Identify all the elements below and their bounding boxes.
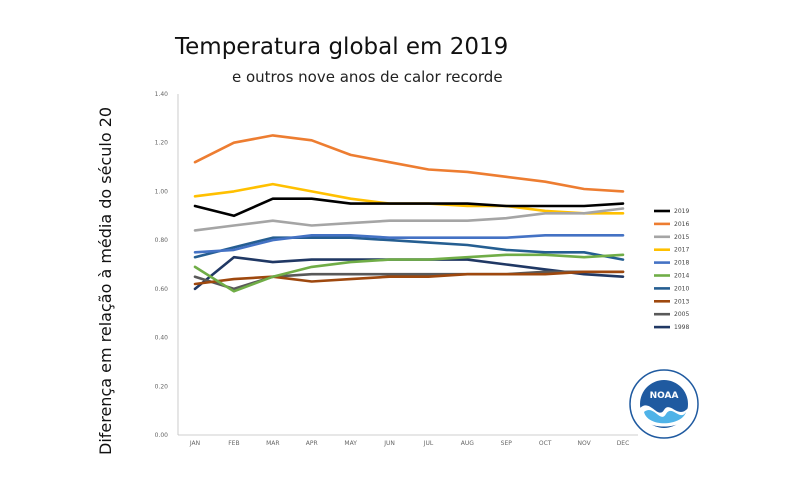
legend-label-2017: 2017: [674, 247, 689, 254]
x-tick-label: APR: [306, 440, 318, 447]
y-tick-labels: 0.00 0.20 0.40 0.60 0.80 1.00 1.20 1.40: [155, 91, 169, 439]
y-tick-label: 0.20: [155, 383, 169, 390]
noaa-logo: NOAA: [629, 369, 699, 439]
y-tick-label: 0.80: [155, 237, 169, 244]
chart-subtitle: e outros nove anos de calor recorde: [232, 68, 503, 86]
x-tick-label: JUN: [383, 440, 395, 447]
series-line-2019: [193, 197, 625, 218]
x-tick-labels: JAN FEB MAR APR MAY JUN JUL AUG SEP OCT NOV DEC: [189, 440, 629, 447]
series-line-2013: [193, 270, 625, 286]
legend-label-2016: 2016: [674, 221, 689, 228]
legend-label-2019: 2019: [674, 208, 689, 215]
x-tick-label: SEP: [501, 440, 513, 447]
legend-label-2015: 2015: [674, 234, 689, 241]
x-tick-label: FEB: [228, 440, 239, 447]
legend-label-2013: 2013: [674, 298, 689, 305]
series-lines: [193, 134, 625, 293]
y-tick-label: 0.00: [155, 432, 169, 439]
x-tick-label: JUL: [423, 440, 434, 447]
x-tick-label: JAN: [189, 440, 200, 447]
series-line-2017: [193, 182, 625, 215]
y-tick-label: 0.40: [155, 335, 169, 342]
x-tick-label: AUG: [461, 440, 474, 447]
series-line-2016: [193, 134, 625, 193]
legend-label-1998: 1998: [674, 324, 689, 331]
legend: 2019 2016 2015 2017 2018 2014 2010 2013 2005 1998: [654, 208, 689, 331]
legend-label-2018: 2018: [674, 260, 689, 267]
series-line-2018: [193, 234, 625, 254]
series-line-2010: [193, 236, 625, 261]
x-tick-label: DEC: [617, 440, 630, 447]
series-line-2015: [193, 207, 625, 232]
x-tick-label: OCT: [539, 440, 552, 447]
chart-title: Temperatura global em 2019: [175, 34, 509, 60]
legend-label-2005: 2005: [674, 311, 689, 318]
x-tick-label: MAY: [344, 440, 357, 447]
y-tick-label: 1.20: [155, 140, 169, 147]
y-tick-label: 1.40: [155, 91, 169, 98]
x-tick-label: MAR: [266, 440, 279, 447]
y-tick-label: 1.00: [155, 188, 169, 195]
legend-label-2014: 2014: [674, 273, 689, 280]
x-tick-label: NOV: [577, 440, 591, 447]
chart-axes: [177, 94, 638, 436]
y-tick-label: 0.60: [155, 286, 169, 293]
noaa-logo-text: NOAA: [650, 391, 679, 401]
legend-label-2010: 2010: [674, 285, 689, 292]
series-line-2014: [193, 253, 625, 293]
